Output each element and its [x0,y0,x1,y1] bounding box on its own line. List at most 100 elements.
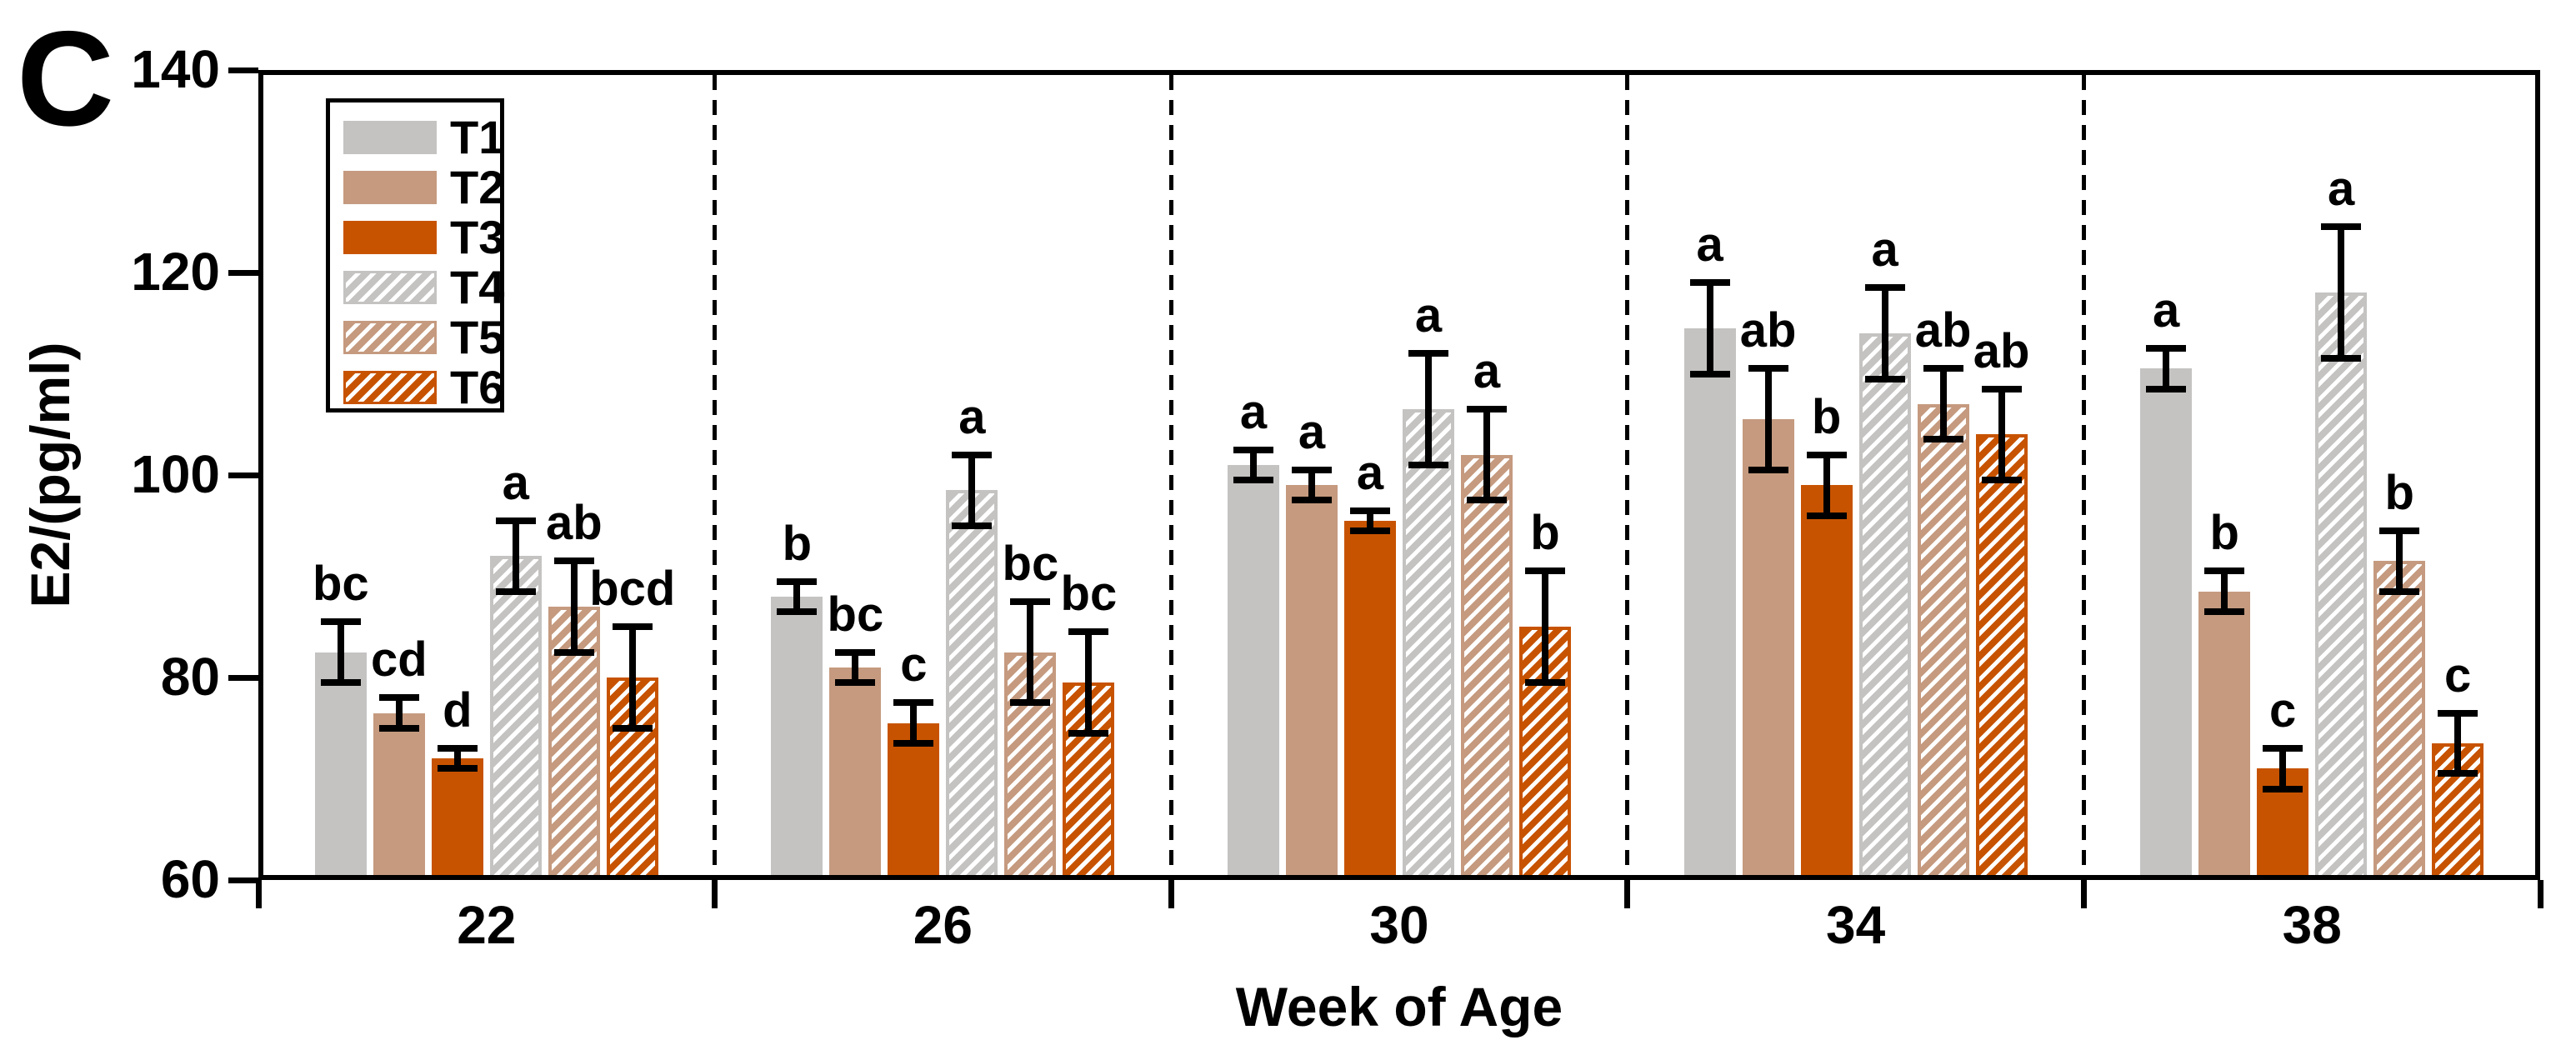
y-tick [228,472,258,478]
error-cap-bottom [320,679,361,687]
error-bar-T4-week26 [968,454,976,526]
error-bar-T6-week30 [1542,571,1548,683]
error-bar-T1-week34 [1706,282,1713,374]
sig-letter-T6-week22: bcd [589,562,676,617]
error-cap-top [612,623,653,631]
error-cap-top [1350,507,1390,514]
bar-T5-week38 [2373,561,2426,880]
error-cap-top [2204,568,2245,575]
bar-T1-week22 [314,652,367,880]
sig-letter-T3-week30: a [1356,445,1384,500]
error-cap-bottom [893,739,934,747]
x-tick [1168,880,1174,908]
error-cap-bottom [1748,466,1788,473]
group-separator [713,75,718,875]
x-tick-label-38: 38 [2282,895,2342,955]
error-cap-top [952,451,993,458]
error-cap-bottom [612,724,653,732]
bar-T5-week30 [1461,454,1513,880]
sig-letter-T1-week30: a [1239,384,1268,439]
error-cap-top [495,517,536,524]
error-cap-bottom [437,765,478,772]
error-cap-top [1408,350,1448,358]
error-cap-bottom [2204,608,2245,616]
legend-swatch-T4 [343,271,437,304]
legend-label-T3: T3 [450,211,505,263]
panel-letter: C [17,3,114,154]
y-tick-label-60: 60 [160,849,220,909]
y-tick-label-140: 140 [131,39,220,99]
x-tick [255,880,262,908]
sig-letter-T6-week38: c [2444,648,2472,702]
bar-T3-week22 [431,758,483,880]
error-cap-bottom [2146,385,2187,392]
error-cap-top [1864,284,1905,292]
sig-letter-T4-week26: a [958,389,986,444]
legend-swatch-T6 [343,371,437,404]
error-bar-T2-week38 [2221,571,2228,612]
error-bar-T5-week30 [1483,409,1490,501]
legend-item-T1: T1 [343,114,504,161]
error-bar-T3-week30 [1367,510,1373,531]
error-bar-T6-week38 [2454,712,2462,774]
x-tick-label-22: 22 [457,895,517,955]
error-bar-T2-week22 [395,698,403,728]
bar-T4-week30 [1403,409,1454,880]
bar-T2-week26 [829,667,882,880]
error-cap-bottom [553,648,594,656]
error-cap-top [437,745,478,752]
error-cap-top [1525,568,1565,575]
sig-letter-T4-week22: a [502,455,529,510]
sig-letter-T2-week34: ab [1739,303,1797,358]
error-bar-T3-week34 [1823,454,1830,516]
sig-letter-T4-week38: a [2328,162,2355,217]
error-cap-bottom [2379,588,2420,595]
legend-item-T5: T5 [343,314,504,361]
bar-T1-week38 [2140,368,2193,880]
sig-letter-T2-week26: bc [827,587,884,642]
error-bar-T3-week26 [910,702,918,743]
sig-letter-T5-week22: ab [545,496,603,551]
error-cap-top [2379,527,2420,534]
x-tick [2537,880,2543,908]
error-cap-bottom [1467,497,1507,504]
error-cap-bottom [2263,785,2303,792]
sig-letter-T5-week30: a [1473,344,1501,399]
bar-T2-week34 [1742,419,1794,880]
error-cap-bottom [777,608,818,616]
legend-label-T2: T2 [450,161,505,213]
error-cap-top [378,694,419,702]
bar-T5-week34 [1917,403,1969,880]
error-cap-bottom [2321,355,2362,362]
error-bar-T6-week26 [1085,632,1093,733]
bar-T2-week38 [2198,591,2251,880]
error-cap-bottom [1525,679,1565,687]
bar-T1-week26 [771,596,823,880]
bar-T4-week38 [2315,292,2368,880]
error-bar-T1-week22 [337,622,344,683]
error-cap-top [1010,598,1051,605]
error-cap-top [1806,451,1847,458]
error-bar-T3-week38 [2279,748,2287,789]
sig-letter-T4-week30: a [1414,288,1443,343]
legend-swatch-T5 [343,321,437,354]
error-cap-top [2438,709,2478,717]
legend-item-T6: T6 [343,364,504,411]
x-tick-label-26: 26 [913,895,973,955]
sig-letter-T1-week22: bc [312,557,369,612]
error-bar-T5-week22 [570,561,578,652]
x-tick-label-30: 30 [1369,895,1429,955]
y-tick-label-80: 80 [160,647,220,707]
sig-letter-T3-week34: b [1811,389,1842,444]
error-bar-T1-week26 [793,581,801,612]
sig-letter-T6-week26: bc [1060,567,1118,622]
error-cap-top [835,648,876,656]
error-cap-top [1292,466,1332,473]
bar-T4-week22 [489,556,542,880]
error-cap-top [320,618,361,626]
error-bar-T4-week22 [512,520,519,592]
legend-label-T4: T4 [450,261,505,313]
legend-swatch-T3 [343,221,437,254]
group-separator [1168,75,1173,875]
bar-T3-week34 [1800,485,1853,880]
